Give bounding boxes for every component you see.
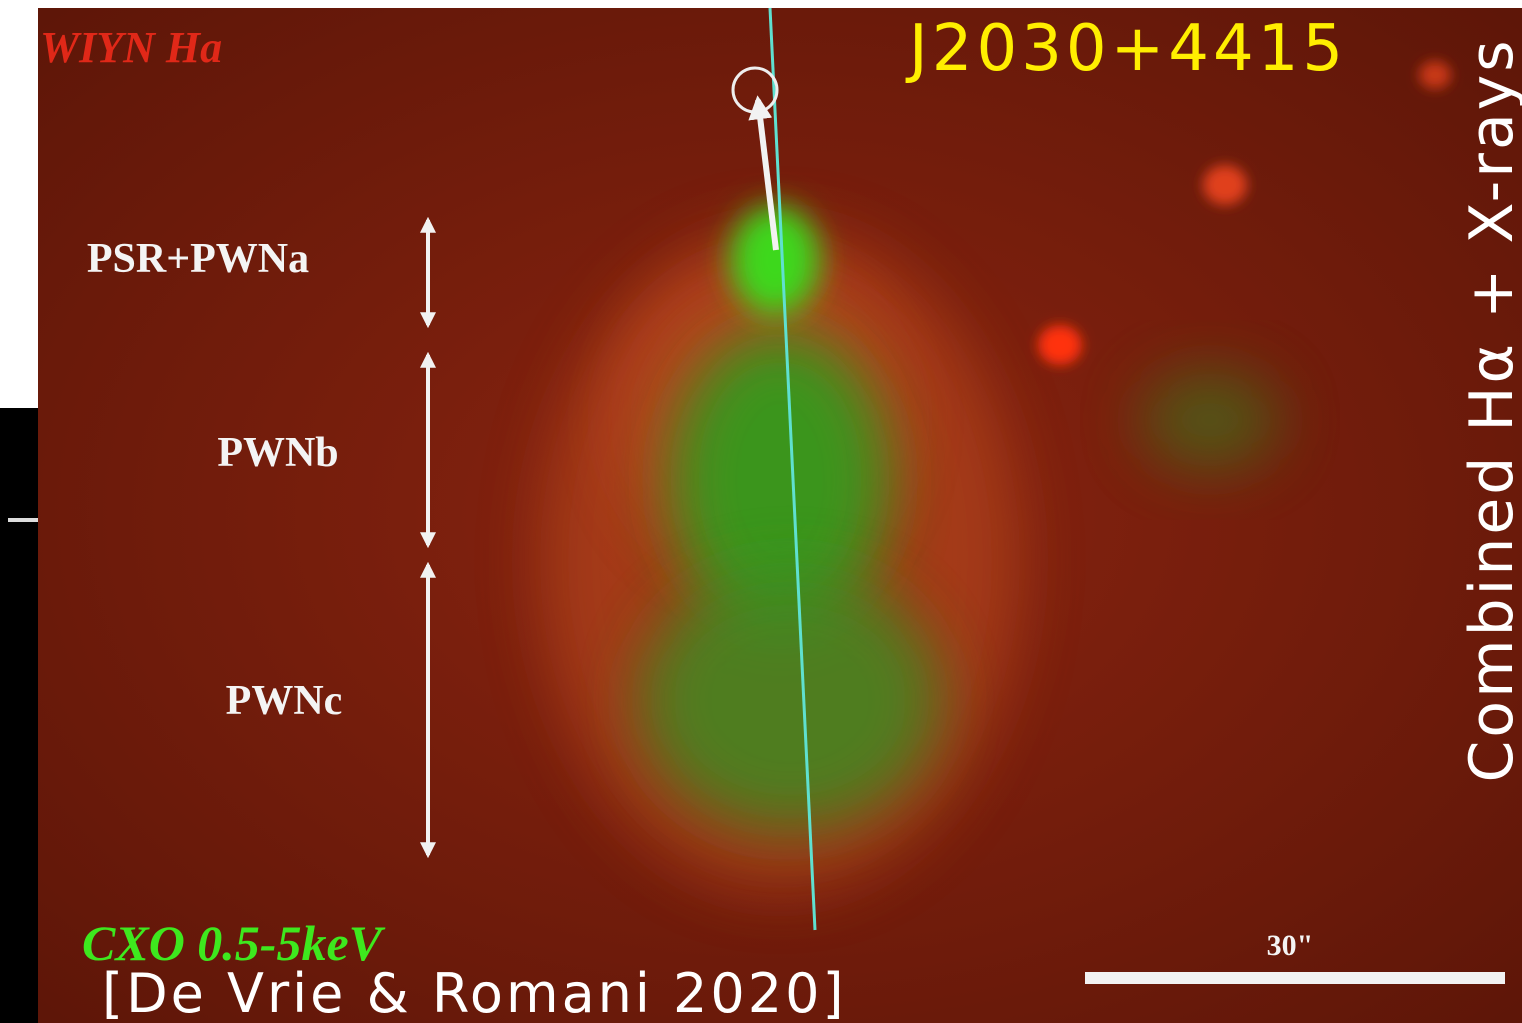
figure: WIYN Ha J2030+4415 Combined Hα + X-rays …: [0, 0, 1522, 1023]
citation: [De Vrie & Romani 2020]: [102, 962, 847, 1023]
region-label: PWNc: [226, 678, 343, 724]
object-name: J2030+4415: [905, 12, 1347, 86]
instrument-label: WIYN Ha: [40, 23, 222, 72]
astro-image: [38, 8, 1522, 1023]
scale-bar: [1085, 972, 1505, 984]
scale-label: 30": [1267, 929, 1314, 962]
page: WIYN Ha J2030+4415 Combined Hα + X-rays …: [0, 0, 1522, 1023]
region-label: PWNb: [217, 430, 338, 476]
side-title: Combined Hα + X-rays: [1457, 38, 1522, 783]
region-label: PSR+PWNa: [87, 236, 309, 282]
